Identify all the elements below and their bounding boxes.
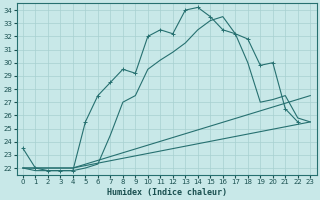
X-axis label: Humidex (Indice chaleur): Humidex (Indice chaleur) [107, 188, 227, 197]
